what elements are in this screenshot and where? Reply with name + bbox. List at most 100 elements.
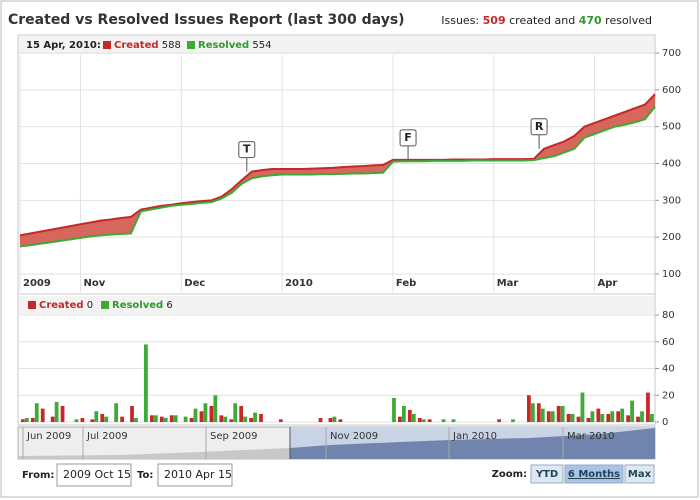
y-tick-label: 400 [662,159,681,170]
from-input[interactable] [56,463,132,487]
bar [120,416,124,422]
summary: Issues: 509 created and 470 resolved [441,14,652,27]
flag-label[interactable]: T [243,143,251,156]
y-tick-label: 40 [662,364,675,375]
bar [149,415,154,422]
bar [576,416,581,422]
zoom-buttons: YTD 6 Months Max [530,464,655,484]
flag-box[interactable] [399,129,417,147]
bar [407,409,412,422]
bar [233,403,238,422]
bar [20,419,25,422]
zoom-button-label[interactable]: YTD [535,469,558,480]
x-tick-label: Mar [497,278,519,289]
zoom-button[interactable] [624,464,655,484]
bar [90,419,95,422]
bar [590,411,595,422]
zoom-button-label[interactable]: Max [628,469,652,480]
summary-middle: created and [509,14,575,27]
zoom-button[interactable] [564,464,624,484]
bar [34,403,39,422]
bar [546,411,551,422]
bar [50,416,55,422]
summary-suffix: resolved [605,14,652,27]
bar [189,417,194,422]
bar [640,411,644,422]
x-tick-label: Apr [598,278,618,289]
report-title: Created vs Resolved Issues Report (last … [8,12,405,28]
legend-label: Resolved [112,300,163,311]
bar [213,395,218,422]
series-line [19,106,656,248]
x-tick-label: 2010 [285,278,313,289]
bar [636,416,640,422]
to-value[interactable]: 2010 Apr 15 [164,468,232,481]
bar [560,405,565,422]
bar [556,405,561,422]
from-value[interactable]: 2009 Oct 15 [63,468,131,481]
bar [114,403,119,422]
bar [580,392,585,422]
flag-box[interactable] [530,118,548,136]
summary-resolved: 470 [579,14,602,27]
bar [530,403,535,422]
to-input[interactable] [157,463,233,487]
bar [550,411,555,422]
bar [650,413,654,422]
zoom-button[interactable] [530,464,564,484]
flag-label[interactable]: R [535,120,544,133]
legend-swatch [103,41,111,49]
bar [259,413,263,422]
bar [421,419,426,422]
bar [596,408,601,422]
bar [40,408,45,422]
bar [511,419,515,422]
x-tick-label: 2009 [23,278,51,289]
bar [540,408,545,422]
y-tick-label: 20 [662,390,675,401]
legend-date: 15 Apr, 2010: [26,40,101,51]
legend-value: 6 [166,300,172,311]
series-line [19,93,656,237]
bar [278,419,283,422]
bar [570,413,575,422]
legend-label: Resolved [198,40,249,51]
legend-created: Created 0 [39,300,93,311]
y-tick-label: 0 [662,417,668,428]
bar [338,419,343,422]
legend-swatch [101,301,109,309]
bar [163,417,168,422]
bar [527,395,531,422]
legend-value: 554 [252,40,271,51]
navigator-area [290,428,655,459]
bar [497,419,502,422]
bar [30,417,35,422]
bar [134,417,138,422]
bar [169,415,174,422]
bar [130,405,134,422]
bar [193,408,198,422]
navigator-label: Jan 2010 [452,431,497,442]
bar [74,419,79,422]
summary-prefix: Issues: [441,14,479,27]
bar [249,417,253,422]
zoom-label: Zoom: [492,469,527,480]
bar [80,417,85,422]
x-tick-label: Feb [396,278,416,289]
bar [54,401,59,422]
y-tick-label: 100 [662,269,681,280]
flag-label[interactable]: F [404,131,412,144]
legend-resolved: Resolved 554 [198,40,271,51]
y-tick-label: 600 [662,85,681,96]
bar [451,419,456,422]
zoom-button-label[interactable]: 6 Months [568,469,620,480]
navigator-area [18,448,290,459]
bar [411,413,416,422]
navigator-label: Jul 2009 [86,431,128,442]
y-tick-label: 200 [662,232,681,243]
flag-box[interactable] [238,141,256,159]
x-tick-label: Nov [83,278,105,289]
legend-label: Created [114,40,159,51]
bar [173,415,178,422]
bar [626,415,630,422]
